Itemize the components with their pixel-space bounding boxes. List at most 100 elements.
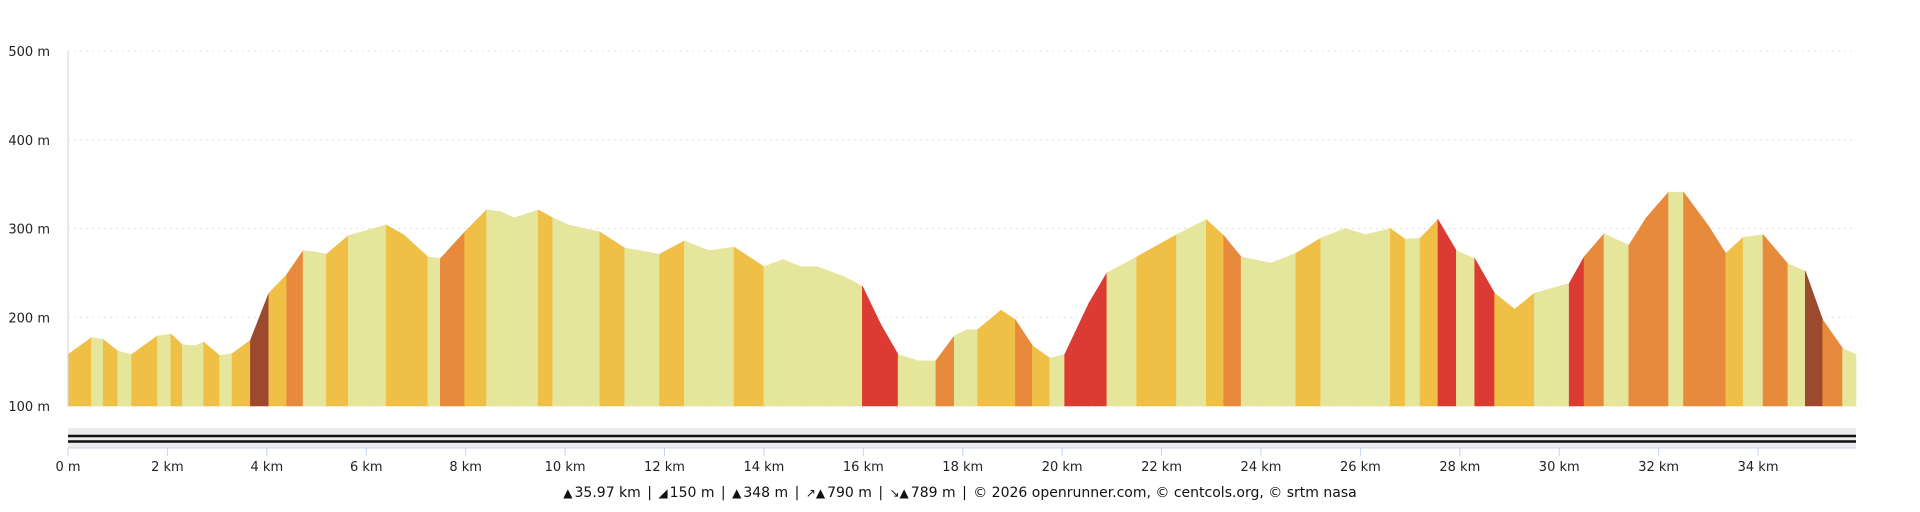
y-tick-label: 500 m	[8, 45, 50, 60]
elevation-segment	[1106, 256, 1138, 407]
elevation-segment	[157, 333, 172, 407]
separator: |	[647, 485, 652, 501]
elevation-segment	[1534, 283, 1570, 407]
x-tick-label: 12 km	[644, 460, 685, 475]
separator: |	[720, 485, 726, 501]
elevation-segment	[862, 286, 882, 407]
elevation-segment	[500, 211, 515, 407]
x-tick-label: 28 km	[1439, 460, 1480, 475]
ascent-value: 790 m	[827, 485, 872, 501]
elevation-segment	[67, 337, 92, 407]
elevation-segment	[1437, 218, 1457, 407]
separator: |	[794, 485, 800, 501]
elevation-segment	[427, 256, 441, 407]
elevation-segment	[1032, 345, 1051, 407]
elevation-segment	[748, 256, 765, 407]
gradient-bands	[67, 191, 1857, 407]
x-tick-label: 8 km	[449, 460, 482, 475]
elevation-segment	[286, 249, 304, 407]
elevation-segment	[1389, 227, 1406, 407]
elevation-segment	[312, 251, 327, 407]
y-tick-label: 300 m	[8, 223, 50, 238]
elevation-segment	[91, 337, 104, 407]
elevation-segment	[1206, 218, 1225, 407]
elevation-segment	[348, 224, 387, 407]
track-overview[interactable]	[68, 428, 1856, 448]
elevation-segment	[1568, 255, 1585, 407]
elevation-segment	[403, 234, 429, 407]
x-tick-label: 32 km	[1638, 460, 1679, 475]
x-tick-label: 34 km	[1738, 460, 1779, 475]
elevation-segment	[250, 293, 270, 407]
elevation-segment	[1015, 318, 1033, 407]
elevation-segment	[1295, 237, 1321, 407]
credits: © 2026 openrunner.com, © centcols.org, ©…	[973, 485, 1357, 501]
elevation-segment	[1320, 228, 1346, 407]
elevation-segment	[203, 341, 220, 407]
x-tick-label: 24 km	[1241, 460, 1282, 475]
elevation-segment	[1787, 263, 1806, 407]
x-tick-label: 20 km	[1042, 460, 1083, 475]
elevation-segment	[1742, 234, 1764, 407]
elevation-segment	[1668, 191, 1684, 407]
elevation-segment	[1270, 252, 1297, 407]
elevation-segment	[599, 231, 626, 407]
elevation-segment	[1805, 270, 1823, 407]
min-elevation-value: 150 m	[669, 485, 715, 501]
route-summary: ▲ 35.97 km | ◢ 150 m | ▲ 348 m | ↗▲ 790 m | …	[0, 485, 1920, 501]
elevation-segment	[1603, 233, 1630, 407]
elevation-segment	[1240, 256, 1272, 407]
distance-value: 35.97 km	[574, 485, 641, 501]
elevation-segment	[1404, 237, 1421, 407]
elevation-segment	[131, 335, 158, 407]
elevation-segment	[1345, 228, 1366, 407]
separator: |	[878, 485, 884, 501]
y-axis: 100 m 200 m 300 m 400 m 500 m	[8, 45, 50, 415]
elevation-profile-chart: 100 m 200 m 300 m 400 m 500 m 0 m 2 km 4 km 6 k…	[8, 45, 1857, 475]
x-tick-label: 6 km	[350, 460, 383, 475]
x-tick-label: 10 km	[545, 460, 586, 475]
elevation-segment	[219, 353, 233, 407]
elevation-segment	[1176, 219, 1207, 407]
elevation-segment	[182, 344, 196, 407]
elevation-segment	[568, 224, 601, 407]
x-tick-label: 26 km	[1340, 460, 1381, 475]
elevation-segment	[1365, 228, 1391, 407]
elevation-segment	[117, 350, 132, 407]
elevation-segment	[782, 259, 802, 407]
elevation-segment	[1762, 233, 1789, 407]
elevation-segment	[800, 266, 818, 407]
elevation-segment	[1628, 216, 1647, 407]
elevation-segment	[537, 209, 553, 407]
elevation-segment	[102, 338, 119, 407]
elevation-segment	[1223, 234, 1242, 407]
elevation-segment	[1494, 292, 1515, 407]
elevation-segment	[880, 323, 899, 407]
separator: |	[962, 485, 967, 501]
y-tick-label: 100 m	[8, 400, 50, 415]
max-elevation-value: 348 m	[743, 485, 789, 501]
elevation-segment	[953, 329, 968, 407]
elevation-segment	[231, 339, 251, 407]
elevation-segment	[935, 334, 955, 407]
elevation-segment	[1000, 309, 1016, 407]
x-axis: 0 m 2 km 4 km 6 km 8 km 10 km 12 km 14 km 16 km 1…	[55, 448, 1779, 475]
min-elevation-icon: ◢	[658, 486, 668, 500]
x-tick-label: 30 km	[1539, 460, 1580, 475]
elevation-segment	[1136, 234, 1177, 407]
elevation-segment	[1725, 236, 1744, 407]
elevation-segment	[1583, 233, 1605, 407]
elevation-segment	[763, 259, 784, 407]
elevation-segment	[268, 273, 288, 407]
elevation-segment	[170, 333, 183, 407]
elevation-segment	[733, 246, 750, 407]
x-tick-label: 22 km	[1141, 460, 1182, 475]
elevation-segment	[1049, 354, 1065, 407]
descent-icon: ↘▲	[889, 486, 909, 500]
x-tick-label: 2 km	[151, 460, 184, 475]
distance-icon: ▲	[563, 486, 573, 500]
elevation-segment	[486, 209, 501, 407]
elevation-segment	[843, 275, 863, 407]
elevation-segment	[1842, 347, 1857, 407]
descent-value: 789 m	[910, 485, 956, 501]
